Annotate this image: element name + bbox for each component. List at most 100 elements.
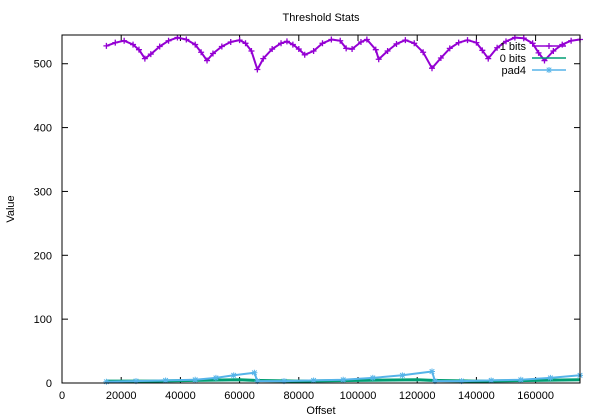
legend-label: 0 bits bbox=[500, 53, 527, 65]
data-point bbox=[281, 378, 287, 385]
data-point bbox=[473, 39, 480, 46]
data-point bbox=[135, 46, 142, 53]
legend-item: 1 bits bbox=[500, 41, 566, 53]
y-axis-ticks: 0 100 200 300 400 500 bbox=[34, 59, 580, 390]
data-point bbox=[227, 39, 234, 46]
legend-item: pad4 bbox=[502, 65, 566, 77]
data-point bbox=[133, 378, 139, 385]
data-point bbox=[337, 37, 344, 44]
data-point bbox=[503, 38, 509, 45]
x-axis-label: Offset bbox=[306, 405, 335, 417]
y-tick-label: 100 bbox=[34, 314, 52, 326]
chart-title: Threshold Stats bbox=[282, 12, 360, 24]
data-point bbox=[192, 376, 199, 383]
data-point bbox=[251, 369, 258, 376]
data-point bbox=[301, 51, 308, 58]
data-point bbox=[289, 41, 296, 48]
data-point bbox=[165, 37, 172, 44]
data-point bbox=[130, 41, 137, 48]
data-point bbox=[488, 377, 495, 384]
data-point bbox=[420, 49, 427, 56]
data-point bbox=[446, 45, 453, 52]
data-point bbox=[343, 45, 350, 52]
data-point bbox=[485, 55, 492, 62]
y-tick-label: 200 bbox=[34, 250, 52, 262]
data-point bbox=[310, 377, 317, 384]
data-point bbox=[429, 65, 435, 72]
data-point bbox=[340, 376, 347, 383]
x-tick-label: 160000 bbox=[517, 390, 554, 402]
y-tick-label: 400 bbox=[34, 123, 52, 135]
data-point bbox=[550, 47, 557, 54]
x-tick-label: 80000 bbox=[284, 390, 315, 402]
data-point bbox=[218, 43, 225, 50]
data-point bbox=[236, 37, 243, 44]
data-point bbox=[209, 50, 216, 57]
y-axis-label: Value bbox=[5, 195, 17, 222]
data-point bbox=[103, 378, 110, 385]
x-tick-label: 20000 bbox=[106, 390, 137, 402]
data-point bbox=[310, 47, 317, 54]
data-point bbox=[384, 47, 391, 54]
data-point bbox=[328, 36, 335, 43]
data-point bbox=[517, 376, 524, 383]
x-tick-label: 60000 bbox=[224, 390, 255, 402]
data-point bbox=[319, 40, 326, 47]
data-point bbox=[479, 47, 486, 54]
legend-item: 0 bits bbox=[500, 53, 566, 65]
data-point bbox=[437, 54, 444, 61]
data-point bbox=[103, 42, 110, 49]
data-point bbox=[204, 57, 211, 64]
data-point bbox=[411, 40, 418, 47]
data-point bbox=[121, 37, 128, 44]
data-point bbox=[248, 47, 255, 54]
data-point bbox=[429, 368, 435, 375]
data-point bbox=[535, 49, 542, 56]
legend-marker bbox=[546, 67, 552, 73]
legend-label: pad4 bbox=[502, 65, 526, 77]
data-point bbox=[357, 39, 364, 46]
data-point bbox=[112, 39, 119, 46]
x-tick-label: 120000 bbox=[399, 390, 436, 402]
data-point bbox=[198, 49, 205, 56]
x-tick-label: 40000 bbox=[165, 390, 196, 402]
data-point bbox=[547, 374, 554, 381]
data-point bbox=[568, 37, 575, 44]
data-point bbox=[520, 35, 527, 42]
series-line bbox=[106, 36, 581, 71]
y-tick-label: 0 bbox=[46, 378, 52, 390]
series-layer bbox=[103, 34, 583, 385]
x-tick-label: 100000 bbox=[340, 390, 377, 402]
series-line bbox=[106, 370, 581, 383]
data-point bbox=[455, 39, 462, 46]
data-point bbox=[431, 378, 438, 385]
data-point bbox=[295, 46, 302, 53]
data-point bbox=[511, 34, 518, 41]
data-point bbox=[402, 37, 409, 44]
series-3 bbox=[103, 368, 583, 385]
plot-frame bbox=[61, 34, 581, 384]
data-point bbox=[494, 44, 501, 51]
data-point bbox=[283, 38, 290, 45]
data-point bbox=[162, 377, 169, 384]
data-point bbox=[349, 46, 356, 53]
y-tick-label: 300 bbox=[34, 186, 52, 198]
data-point bbox=[260, 55, 267, 62]
data-point bbox=[230, 372, 237, 379]
legend-marker bbox=[546, 43, 552, 49]
data-point bbox=[372, 46, 379, 53]
data-point bbox=[254, 378, 261, 385]
data-point bbox=[375, 56, 382, 63]
data-point bbox=[141, 55, 148, 62]
x-tick-label: 0 bbox=[59, 390, 65, 402]
data-point bbox=[369, 374, 376, 381]
data-point bbox=[363, 36, 370, 43]
data-point bbox=[269, 46, 276, 53]
data-point bbox=[212, 374, 219, 381]
legend-label: 1 bits bbox=[500, 41, 527, 53]
series-1 bbox=[103, 34, 583, 73]
x-tick-label: 140000 bbox=[458, 390, 495, 402]
data-point bbox=[254, 66, 261, 73]
